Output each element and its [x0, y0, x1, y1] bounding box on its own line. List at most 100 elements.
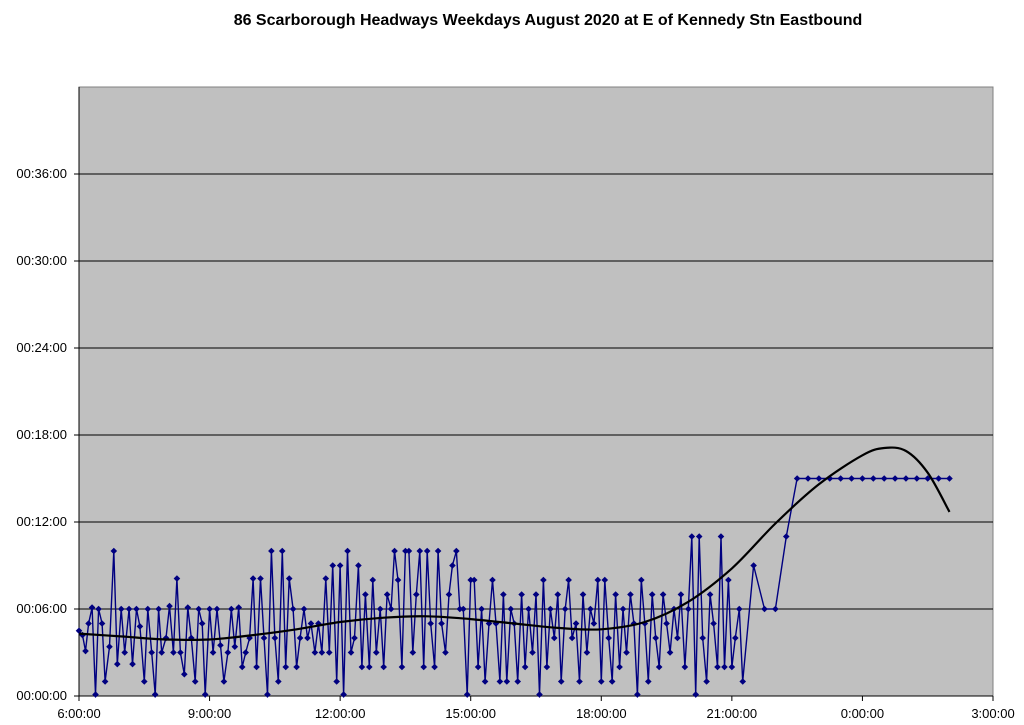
- data-point: [891, 475, 899, 482]
- data-point: [507, 605, 515, 613]
- data-point: [246, 634, 253, 642]
- data-point: [405, 547, 413, 555]
- data-point: [391, 547, 398, 555]
- data-point: [677, 591, 685, 598]
- data-point: [260, 634, 268, 642]
- data-point: [601, 576, 609, 584]
- data-point: [714, 663, 721, 671]
- data-point: [568, 634, 576, 642]
- data-point: [913, 475, 921, 482]
- data-point: [187, 634, 195, 642]
- data-point: [333, 678, 340, 685]
- data-point: [92, 691, 99, 698]
- data-point: [837, 475, 844, 482]
- y-tick-labels: 00:00:00 00:06:00 00:12:00 00:18:00 00:24:00…: [16, 166, 67, 703]
- data-point: [340, 691, 347, 698]
- data-point: [655, 663, 663, 671]
- data-point: [228, 605, 235, 613]
- data-point: [423, 547, 431, 555]
- data-point: [859, 475, 866, 482]
- data-point: [579, 591, 587, 598]
- data-point: [935, 475, 942, 482]
- data-point: [518, 591, 525, 598]
- data-point: [557, 678, 565, 685]
- data-point: [583, 649, 591, 656]
- data-point: [445, 591, 453, 598]
- data-point: [213, 605, 221, 613]
- data-point: [268, 547, 275, 555]
- data-point: [525, 605, 532, 613]
- data-point: [394, 576, 402, 584]
- data-point: [659, 591, 667, 598]
- data-point: [652, 634, 659, 642]
- data-point: [703, 678, 710, 685]
- data-point: [463, 691, 471, 698]
- data-point: [195, 605, 202, 613]
- data-point: [438, 620, 445, 627]
- data-point: [181, 670, 188, 678]
- data-point: [110, 547, 118, 555]
- data-point: [453, 547, 460, 555]
- data-point: [285, 575, 293, 582]
- data-point: [695, 533, 703, 540]
- data-point: [177, 649, 184, 656]
- trendline-group: [78, 446, 951, 642]
- data-point: [355, 562, 362, 569]
- data-point: [725, 576, 732, 584]
- data-point: [521, 663, 529, 671]
- data-point: [681, 663, 689, 671]
- data-point: [166, 602, 173, 610]
- data-point: [318, 649, 326, 656]
- axes: [74, 87, 994, 701]
- y-tick-label: 00:30:00: [16, 253, 67, 268]
- data-point: [870, 475, 877, 482]
- data-point: [638, 576, 645, 584]
- y-tick-label: 00:00:00: [16, 688, 67, 703]
- data-point: [398, 663, 406, 671]
- data-point: [699, 634, 706, 642]
- data-point: [253, 663, 260, 671]
- data-point: [114, 660, 121, 668]
- data-point: [136, 623, 144, 630]
- data-point: [946, 475, 953, 482]
- data-point: [804, 475, 812, 482]
- y-tick-label: 00:24:00: [16, 340, 67, 355]
- data-point: [547, 605, 554, 613]
- data-point: [282, 663, 290, 671]
- data-point: [449, 562, 456, 569]
- data-point: [540, 576, 547, 584]
- data-point: [82, 647, 89, 655]
- data-point: [431, 663, 438, 671]
- data-point: [470, 576, 478, 584]
- data-point: [304, 634, 311, 642]
- data-point: [456, 605, 464, 613]
- data-point: [532, 591, 540, 598]
- data-point: [594, 576, 602, 584]
- data-point: [434, 547, 442, 555]
- data-point: [125, 605, 133, 613]
- data-point: [576, 678, 583, 685]
- data-point: [336, 562, 344, 569]
- data-point: [420, 663, 428, 671]
- data-point: [85, 620, 92, 627]
- data-point: [474, 663, 482, 671]
- x-tick-label: 3:00:00: [971, 706, 1014, 721]
- x-tick-labels: 6:00:00 9:00:00 12:00:00 15:00:00 18:00:00 21…: [57, 706, 1014, 721]
- data-point: [485, 620, 493, 627]
- data-point: [623, 649, 630, 656]
- data-point: [612, 591, 619, 598]
- data-point: [264, 691, 271, 698]
- data-point: [184, 604, 192, 611]
- data-point: [409, 649, 417, 656]
- data-point: [587, 605, 594, 613]
- data-point: [220, 678, 228, 685]
- data-point: [735, 605, 743, 613]
- data-point: [275, 678, 282, 685]
- data-point: [369, 576, 377, 584]
- data-point: [289, 605, 297, 613]
- trendline: [78, 446, 951, 642]
- data-point: [644, 678, 652, 685]
- data-point: [95, 605, 102, 613]
- data-point: [608, 678, 616, 685]
- data-point: [688, 533, 696, 540]
